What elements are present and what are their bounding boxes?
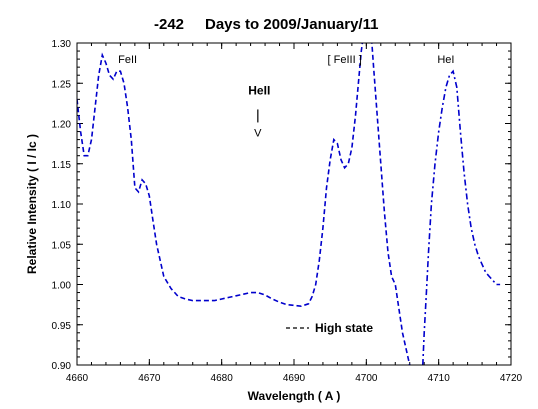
x-axis-label: Wavelength ( A ) (248, 389, 341, 403)
y-tick-label: 1.20 (52, 120, 72, 131)
chart-title: Days to 2009/January/11 (205, 16, 378, 33)
x-tick-label: 4720 (500, 373, 523, 384)
plot-frame (76, 42, 512, 366)
x-tick-label: 4700 (355, 373, 378, 384)
y-axis-label: Relative Intensity ( I / Ic ) (25, 134, 39, 274)
x-axis-ticks: 4660 4670 4680 4690 4700 4710 4720 (66, 43, 523, 384)
y-tick-label: 1.30 (52, 39, 72, 50)
x-tick-label: 4690 (283, 373, 306, 384)
x-tick-label: 4670 (138, 373, 161, 384)
series-lines (77, 43, 501, 365)
legend-label: High state (315, 321, 373, 335)
annotations: FeII [ FeIII ] HeI HeII V (118, 54, 454, 139)
y-tick-label: 1.05 (52, 240, 72, 251)
annotation-marker-symbol: V (254, 128, 262, 140)
y-tick-label: 1.10 (52, 200, 72, 211)
x-tick-label: 4710 (428, 373, 451, 384)
annotation-label: HeII (248, 84, 270, 98)
annotation-label: HeI (437, 54, 454, 66)
y-tick-label: 0.90 (52, 361, 72, 372)
y-tick-label: 1.25 (52, 79, 72, 90)
annotation-label: [ FeIII ] (328, 54, 362, 66)
y-tick-label: 0.95 (52, 321, 72, 332)
y-axis-ticks: 0.90 0.95 1.00 1.05 1.10 1.15 1.20 1.25 1.30 (52, 39, 511, 372)
y-tick-label: 1.15 (52, 160, 72, 171)
series-line-2 (422, 69, 501, 365)
y-tick-label: 1.00 (52, 281, 72, 292)
x-tick-label: 4680 (211, 373, 234, 384)
legend: High state (286, 321, 373, 335)
x-tick-label: 4660 (66, 373, 89, 384)
chart-title-number: -242 (154, 16, 184, 33)
series-line-1 (77, 43, 411, 365)
annotation-label: FeII (118, 54, 137, 66)
